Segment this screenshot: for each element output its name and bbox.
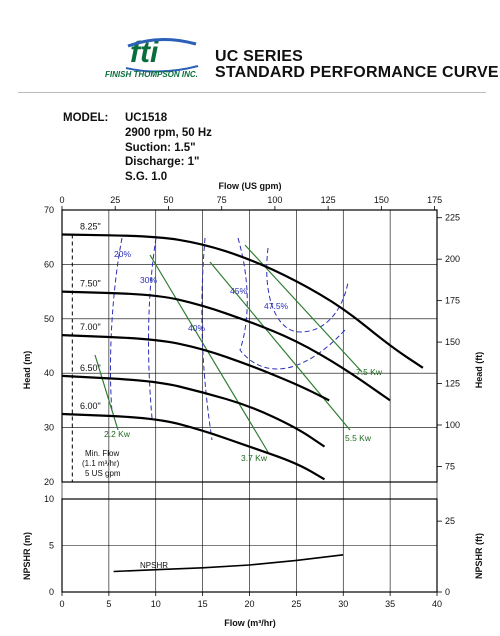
head-ft-tick-label: 75 [445,461,455,471]
top-tick-label: 25 [110,195,120,205]
head-m-tick-label: 20 [44,477,54,487]
top-tick-label: 0 [59,195,64,205]
x-tick-label: 15 [198,599,208,609]
top-tick-label: 50 [163,195,173,205]
npshr-curve-label: NPSHR [140,561,168,570]
npshr-m-tick-label: 10 [44,494,54,504]
head-ft-axis-label: Head (ft) [474,352,484,389]
impeller-label: 7.00" [80,322,101,332]
discharge-value: Discharge: 1" [125,156,200,169]
min-flow-label-1: Min. Flow [85,449,119,458]
impeller-label: 6.50" [80,363,101,373]
power-label-2-2: 2.2 Kw [104,429,131,439]
efficiency-curve [266,247,349,333]
x-tick-label: 20 [244,599,254,609]
curve-title: STANDARD PERFORMANCE CURVE [215,64,499,81]
head-m-axis-label: Head (m) [22,351,32,390]
npshr-m-axis-label: NPSHR (m) [22,532,32,580]
min-flow-label-2: (1.1 m³/hr) [82,459,120,468]
impeller-label: 8.25" [80,221,101,231]
top-tick-label: 125 [321,195,336,205]
power-line [209,261,351,431]
npshr-m-tick-label: 0 [49,587,54,597]
efficiency-curve [148,237,157,419]
efficiency-curve [109,237,123,413]
model-info: MODEL: UC1518 2900 rpm, 50 Hz Suction: 1.… [63,111,212,185]
head-ft-tick-label: 100 [445,420,460,430]
npshr-ft-tick-label: 0 [445,587,450,597]
head-m-tick-label: 40 [44,368,54,378]
power-label-7-5: 7.5 Kw [356,367,383,377]
impeller-curve [61,233,424,369]
x-tick-label: 25 [291,599,301,609]
head-ft-tick-label: 150 [445,337,460,347]
head-ft-tick-label: 200 [445,254,460,264]
top-tick-label: 100 [267,195,282,205]
head-m-tick-label: 70 [44,205,54,215]
top-tick-label: 175 [427,195,442,205]
x-tick-label: 30 [338,599,348,609]
head-m-tick-label: 50 [44,314,54,324]
eff-label-45: 45% [230,286,247,296]
suction-value: Suction: 1.5" [125,141,196,154]
top-tick-label: 75 [217,195,227,205]
impeller-curve-layer: 8.25" 7.50" 7.00" 6.50" 6.00" [61,221,424,573]
min-flow-label-3: 5 US gpm [85,469,121,478]
eff-label-40: 40% [188,323,205,333]
x-tick-label: 40 [432,599,442,609]
head-m-tick-label: 60 [44,259,54,269]
power-layer [94,244,363,453]
series-title: UC SERIES [215,48,304,65]
x-axis-label: Flow (m³/hr) [224,618,276,628]
x-tick-label: 5 [106,599,111,609]
efficiency-layer [109,237,349,441]
head-ft-tick-label: 175 [445,296,460,306]
npshr-ft-axis-label: NPSHR (ft) [474,533,484,579]
model-value: UC1518 [125,112,168,124]
company-name: FINISH THOMPSON INC. [105,70,198,79]
npshr-m-tick-label: 5 [49,541,54,551]
x-tick-label: 10 [151,599,161,609]
efficiency-curve [237,237,346,370]
eff-label-47-5: 47.5% [264,301,289,311]
grid-layer [61,209,438,593]
power-label-5-5: 5.5 Kw [345,433,372,443]
speed-value: 2900 rpm, 50 Hz [125,126,212,139]
head-ft-tick-label: 125 [445,379,460,389]
chart-label-layer: Flow (US gpm) Flow (m³/hr) Head (m) Head… [22,181,484,628]
power-line [149,254,269,453]
power-label-3-7: 3.7 Kw [241,453,268,463]
company-logo: fti [125,36,199,73]
npshr-ft-tick-label: 25 [445,516,455,526]
efficiency-curve [201,237,213,441]
head-m-tick-label: 30 [44,423,54,433]
impeller-curve [61,412,326,481]
top-axis-label: Flow (US gpm) [219,181,282,191]
model-label: MODEL: [63,112,109,124]
power-line [94,354,119,431]
top-tick-label: 150 [374,195,389,205]
header-divider [18,92,486,93]
head-ft-tick-label: 225 [445,213,460,223]
impeller-curve [61,374,326,448]
x-tick-label: 0 [59,599,64,609]
npshr-curve [113,554,344,573]
impeller-curve [61,290,391,402]
sg-value: S.G. 1.0 [125,171,168,184]
eff-label-20: 20% [114,249,131,259]
impeller-curve [61,334,330,402]
impeller-label: 7.50" [80,279,101,289]
x-tick-label: 35 [385,599,395,609]
impeller-label: 6.00" [80,401,101,411]
eff-label-30: 30% [140,275,157,285]
